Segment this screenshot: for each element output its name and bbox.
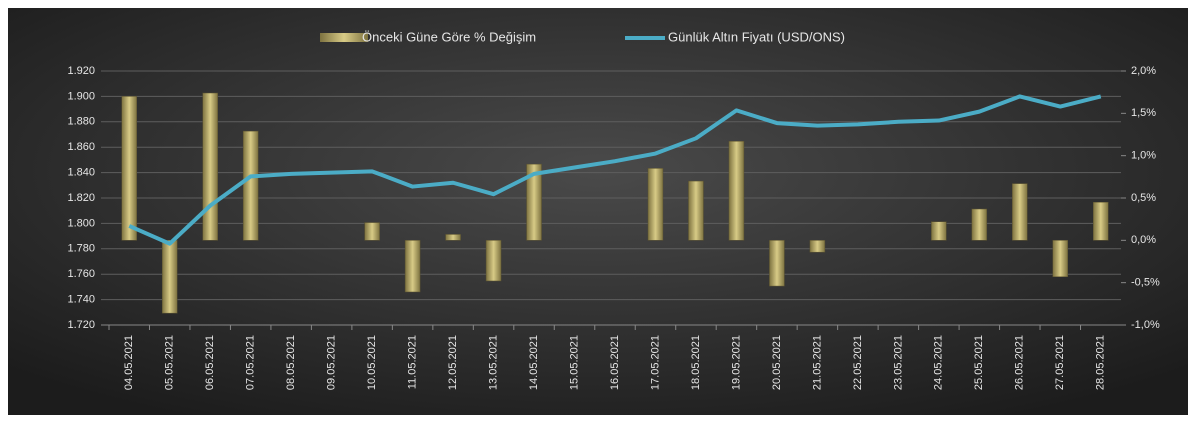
x-tick-label: 25.05.2021 xyxy=(973,335,985,390)
bar xyxy=(526,163,542,241)
x-tick-label: 22.05.2021 xyxy=(852,335,864,390)
x-tick-label: 14.05.2021 xyxy=(528,335,540,390)
chart-background xyxy=(8,8,1188,415)
x-tick-label: 27.05.2021 xyxy=(1054,335,1066,390)
bar xyxy=(688,180,704,241)
x-tick-label: 06.05.2021 xyxy=(204,335,216,390)
legend-label: Önceki Güne Göre % Değişim xyxy=(362,29,536,44)
bar xyxy=(242,130,259,241)
y2-tick-label: 0,0% xyxy=(1131,234,1156,246)
y2-tick-label: 0,5% xyxy=(1131,192,1156,204)
x-tick-label: 21.05.2021 xyxy=(811,335,823,390)
y2-tick-label: 1,0% xyxy=(1131,150,1156,162)
y-tick-label: 1.740 xyxy=(67,294,95,306)
y-tick-label: 1.880 xyxy=(67,116,95,128)
x-tick-label: 24.05.2021 xyxy=(933,335,945,390)
x-tick-label: 13.05.2021 xyxy=(487,335,499,390)
bar xyxy=(1093,201,1109,241)
x-tick-label: 17.05.2021 xyxy=(649,335,661,390)
x-tick-label: 09.05.2021 xyxy=(326,335,338,390)
y-tick-label: 1.800 xyxy=(67,217,95,229)
bar xyxy=(931,221,947,241)
bar xyxy=(161,240,178,314)
x-tick-label: 11.05.2021 xyxy=(407,335,419,389)
y-tick-label: 1.760 xyxy=(67,268,95,280)
bar xyxy=(485,240,502,282)
x-tick-label: 19.05.2021 xyxy=(730,335,742,390)
x-tick-label: 15.05.2021 xyxy=(568,335,580,390)
y2-tick-label: 2,0% xyxy=(1131,65,1156,77)
bar xyxy=(202,92,218,241)
x-tick-label: 08.05.2021 xyxy=(285,335,297,390)
y-tick-label: 1.840 xyxy=(67,167,95,179)
bar xyxy=(647,168,664,241)
y-tick-label: 1.920 xyxy=(67,65,95,77)
x-tick-label: 23.05.2021 xyxy=(892,335,904,390)
y-tick-label: 1.780 xyxy=(67,243,95,255)
x-tick-label: 20.05.2021 xyxy=(771,335,783,390)
x-tick-label: 28.05.2021 xyxy=(1095,335,1107,390)
y-tick-label: 1.720 xyxy=(67,319,95,331)
y2-tick-label: -0,5% xyxy=(1131,277,1160,289)
bar xyxy=(971,208,988,241)
x-tick-label: 04.05.2021 xyxy=(123,335,135,390)
bar xyxy=(445,234,461,241)
y-tick-label: 1.820 xyxy=(67,192,95,204)
x-tick-label: 07.05.2021 xyxy=(245,335,257,390)
y2-tick-label: 1,5% xyxy=(1131,107,1156,119)
bar xyxy=(364,222,380,241)
bar xyxy=(769,240,785,287)
bar xyxy=(809,240,826,253)
x-tick-label: 18.05.2021 xyxy=(690,335,702,390)
legend-label: Günlük Altın Fiyatı (USD/ONS) xyxy=(668,29,845,44)
y-tick-label: 1.860 xyxy=(67,141,95,153)
x-tick-label: 12.05.2021 xyxy=(447,335,459,390)
bar xyxy=(404,240,421,293)
x-tick-label: 16.05.2021 xyxy=(609,335,621,390)
bar xyxy=(121,96,137,241)
y-tick-label: 1.900 xyxy=(67,90,95,102)
bar xyxy=(1052,240,1069,277)
x-tick-label: 05.05.2021 xyxy=(164,335,176,390)
x-tick-label: 26.05.2021 xyxy=(1014,335,1026,390)
line xyxy=(128,94,1102,246)
y2-tick-label: -1,0% xyxy=(1131,319,1160,331)
legend-swatch xyxy=(320,33,368,42)
bar xyxy=(728,141,745,241)
x-tick-label: 10.05.2021 xyxy=(366,335,378,390)
bar xyxy=(1012,183,1028,241)
